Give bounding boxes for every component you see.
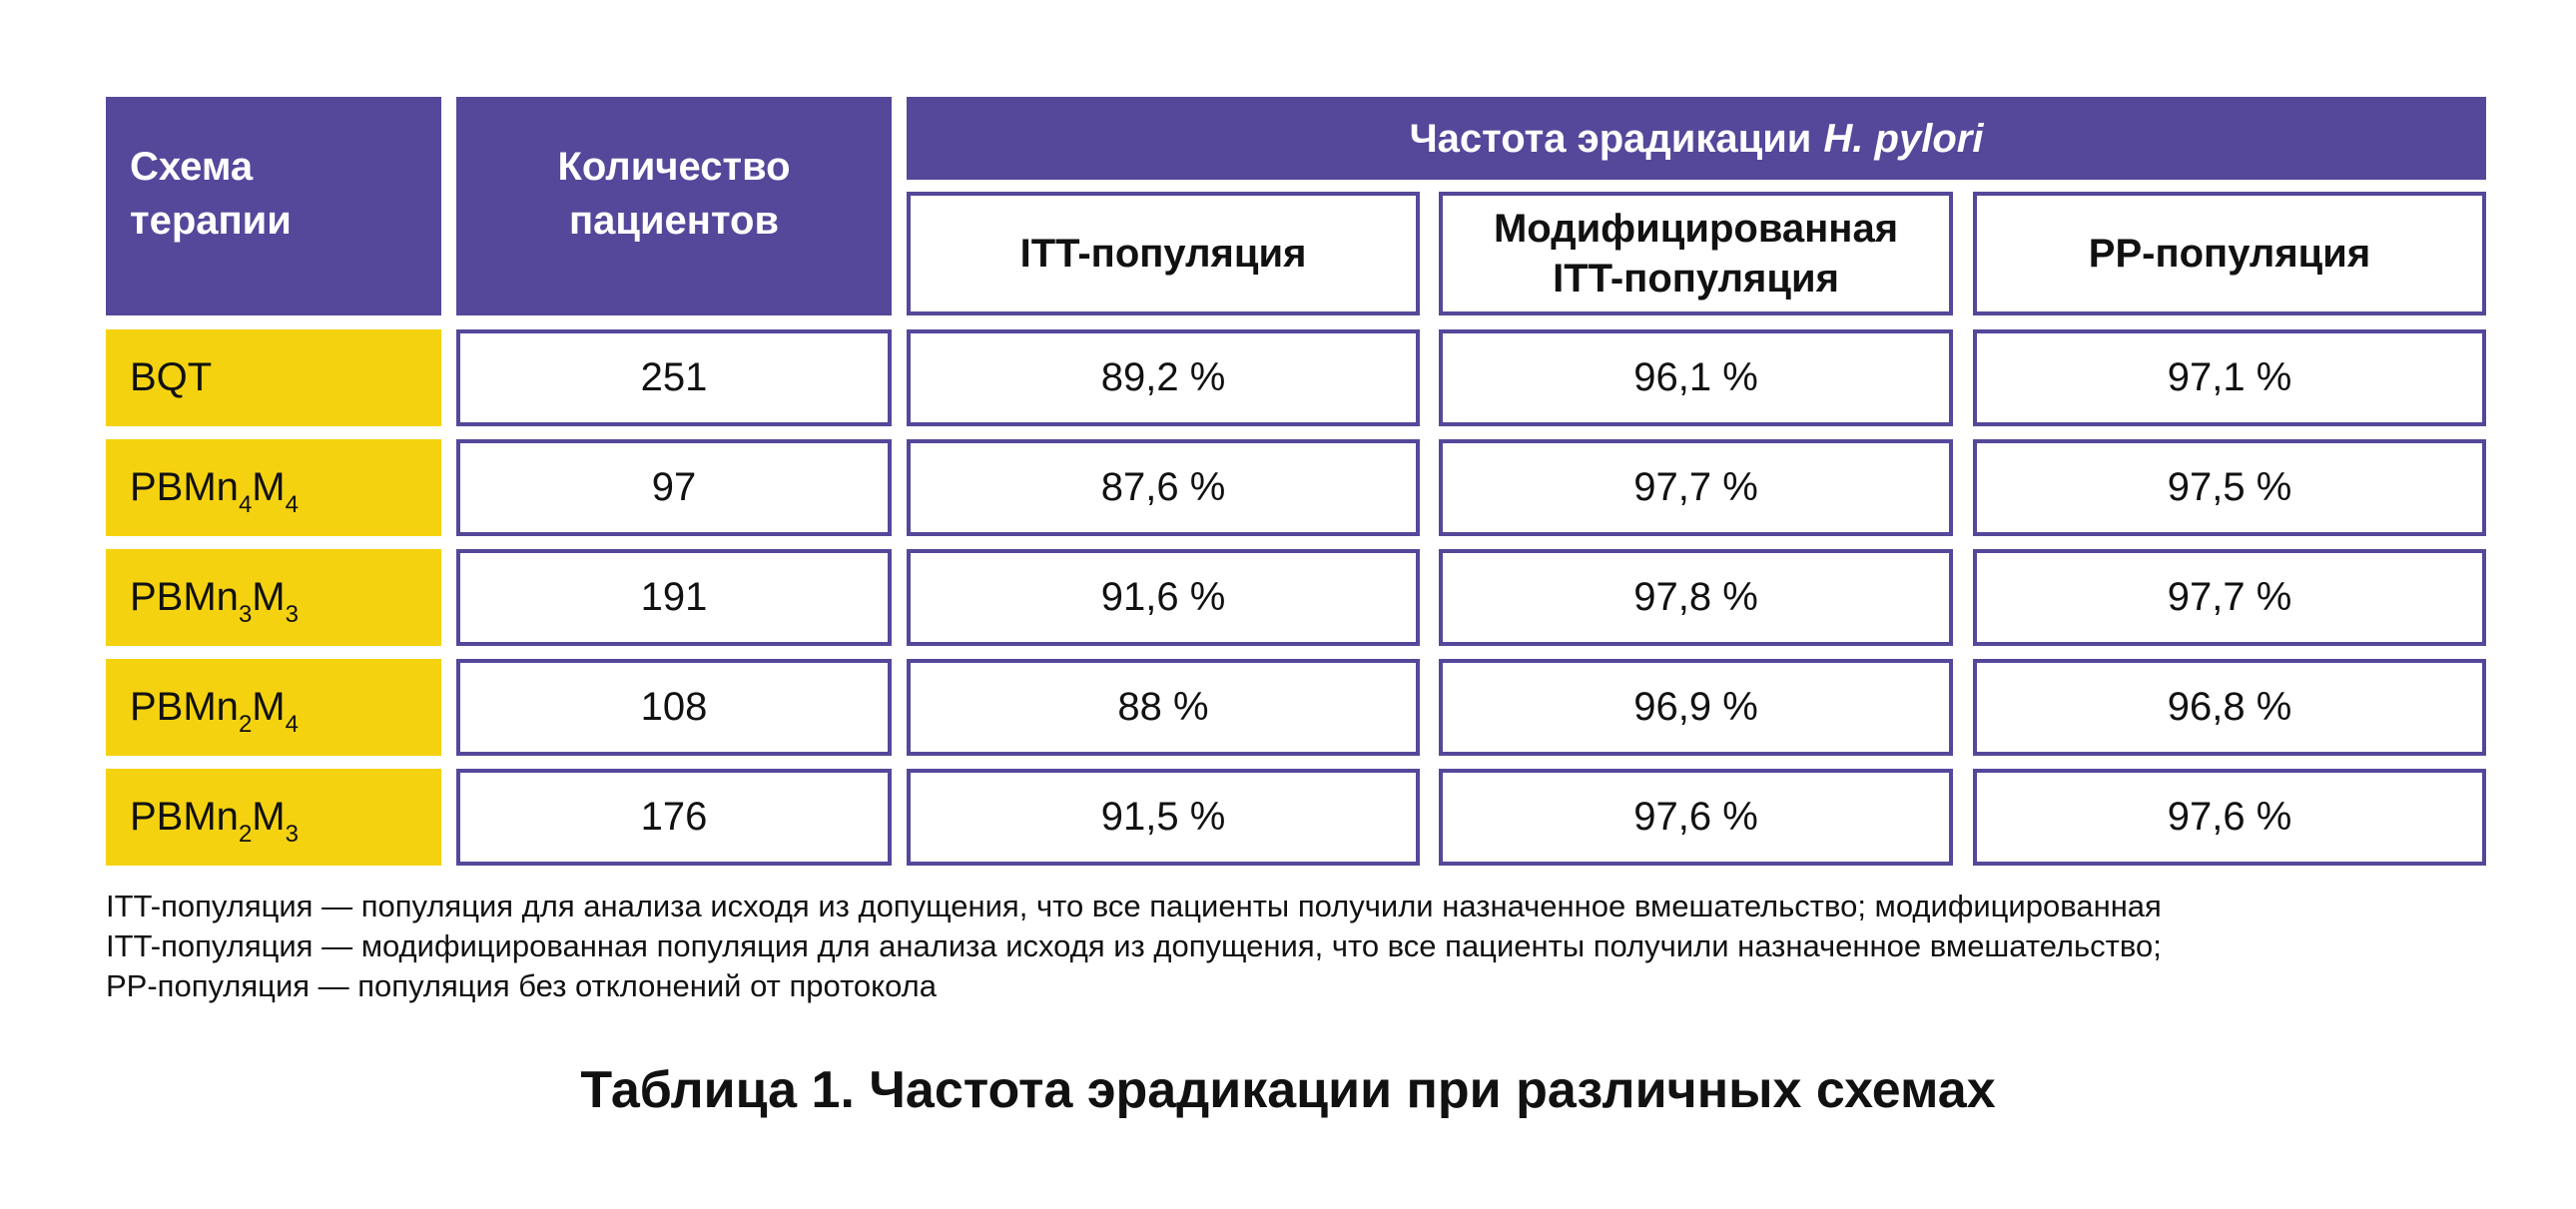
scheme-label: PBMn2M4 <box>130 685 299 737</box>
count-cell-value: 191 <box>640 575 708 619</box>
footnote-line3: PP-популяция — популяция без отклонений … <box>106 968 937 1003</box>
itt-cell-value: 91,6 % <box>1100 575 1226 619</box>
mitt-cell-value: 97,7 % <box>1633 465 1758 509</box>
count-cell: 176 <box>456 769 892 866</box>
scheme-text: M <box>252 795 286 839</box>
mitt-cell-value: 97,8 % <box>1633 575 1758 619</box>
count-cell-value: 108 <box>640 685 708 729</box>
scheme-subscript: 4 <box>238 491 253 518</box>
header-scheme-line2: терапии <box>130 199 292 243</box>
itt-cell-value: 87,6 % <box>1100 465 1226 509</box>
count-cell-value: 97 <box>651 465 697 509</box>
scheme-subscript: 3 <box>285 821 299 848</box>
mitt-cell-value: 96,9 % <box>1633 685 1758 729</box>
header-group-label: Частота эрадикации <box>1409 116 1812 161</box>
mitt-cell: 97,7 % <box>1439 439 1953 536</box>
header-mitt-line2: ITT-популяция <box>1553 257 1839 301</box>
header-eradication-group: Частота эрадикации H. pylori <box>907 97 2486 180</box>
itt-cell-value: 91,5 % <box>1100 795 1226 839</box>
mitt-cell: 97,8 % <box>1439 549 1953 646</box>
count-cell-value: 251 <box>640 355 708 399</box>
scheme-text: PBMn <box>130 465 239 509</box>
scheme-subscript: 4 <box>285 491 299 518</box>
header-pp-label: PP-популяция <box>2088 232 2371 276</box>
scheme-text: BQT <box>130 355 213 399</box>
scheme-label: PBMn4M4 <box>130 465 299 517</box>
pp-cell-value: 97,7 % <box>2167 575 2292 619</box>
scheme-label: PBMn3M3 <box>130 575 299 627</box>
header-itt: ITT-популяция <box>907 192 1420 315</box>
mitt-cell: 97,6 % <box>1439 769 1953 866</box>
header-itt-label: ITT-популяция <box>1019 232 1307 276</box>
scheme-text: PBMn <box>130 685 239 729</box>
pp-cell: 96,8 % <box>1973 659 2486 756</box>
mitt-cell: 96,1 % <box>1439 329 1953 426</box>
scheme-cell: PBMn2M4 <box>106 659 441 756</box>
scheme-text: M <box>252 465 286 509</box>
pp-cell: 97,6 % <box>1973 769 2486 866</box>
pp-cell-value: 97,1 % <box>2167 355 2292 399</box>
scheme-text: PBMn <box>130 575 239 619</box>
pp-cell: 97,7 % <box>1973 549 2486 646</box>
scheme-cell: PBMn4M4 <box>106 439 441 536</box>
pp-cell-value: 97,6 % <box>2167 795 2292 839</box>
footnote: ITT-популяция — популяция для анализа ис… <box>106 887 2502 1006</box>
scheme-label: PBMn2M3 <box>130 795 299 847</box>
mitt-cell-value: 96,1 % <box>1633 355 1758 399</box>
scheme-cell: PBMn3M3 <box>106 549 441 646</box>
mitt-cell-value: 97,6 % <box>1633 795 1758 839</box>
footnote-line2: ITT-популяция — модифицированная популяц… <box>106 928 2162 963</box>
header-count-line2: пациентов <box>568 199 780 243</box>
itt-cell: 91,5 % <box>907 769 1420 866</box>
footnote-line1: ITT-популяция — популяция для анализа ис… <box>106 889 2162 923</box>
header-scheme: Схема терапии <box>106 97 441 315</box>
scheme-subscript: 3 <box>285 601 299 628</box>
header-scheme-line1: Схема <box>130 145 254 189</box>
pp-cell-value: 97,5 % <box>2167 465 2292 509</box>
count-cell: 97 <box>456 439 892 536</box>
count-cell: 108 <box>456 659 892 756</box>
itt-cell-value: 88 % <box>1117 685 1209 729</box>
scheme-text: M <box>252 685 286 729</box>
scheme-subscript: 3 <box>238 601 253 628</box>
scheme-subscript: 4 <box>285 711 299 738</box>
scheme-text: PBMn <box>130 795 239 839</box>
itt-cell: 87,6 % <box>907 439 1420 536</box>
itt-cell: 88 % <box>907 659 1420 756</box>
pp-cell-value: 96,8 % <box>2167 685 2292 729</box>
count-cell: 191 <box>456 549 892 646</box>
scheme-subscript: 2 <box>238 711 253 738</box>
header-mitt: Модифицированная ITT-популяция <box>1439 192 1953 315</box>
count-cell-value: 176 <box>640 795 708 839</box>
scheme-text: M <box>252 575 286 619</box>
count-cell: 251 <box>456 329 892 426</box>
scheme-subscript: 2 <box>238 821 253 848</box>
scheme-cell: BQT <box>106 329 441 426</box>
scheme-cell: PBMn2M3 <box>106 769 441 866</box>
header-group-label-italic: H. pylori <box>1823 116 1984 161</box>
itt-cell-value: 89,2 % <box>1100 355 1226 399</box>
pp-cell: 97,5 % <box>1973 439 2486 536</box>
itt-cell: 91,6 % <box>907 549 1420 646</box>
itt-cell: 89,2 % <box>907 329 1420 426</box>
header-count-line1: Количество <box>557 145 791 189</box>
header-mitt-line1: Модифицированная <box>1493 207 1899 251</box>
header-pp: PP-популяция <box>1973 192 2486 315</box>
header-count: Количество пациентов <box>456 97 892 315</box>
mitt-cell: 96,9 % <box>1439 659 1953 756</box>
pp-cell: 97,1 % <box>1973 329 2486 426</box>
table-caption: Таблица 1. Частота эрадикации при различ… <box>580 1061 1996 1119</box>
scheme-label: BQT <box>130 355 212 400</box>
